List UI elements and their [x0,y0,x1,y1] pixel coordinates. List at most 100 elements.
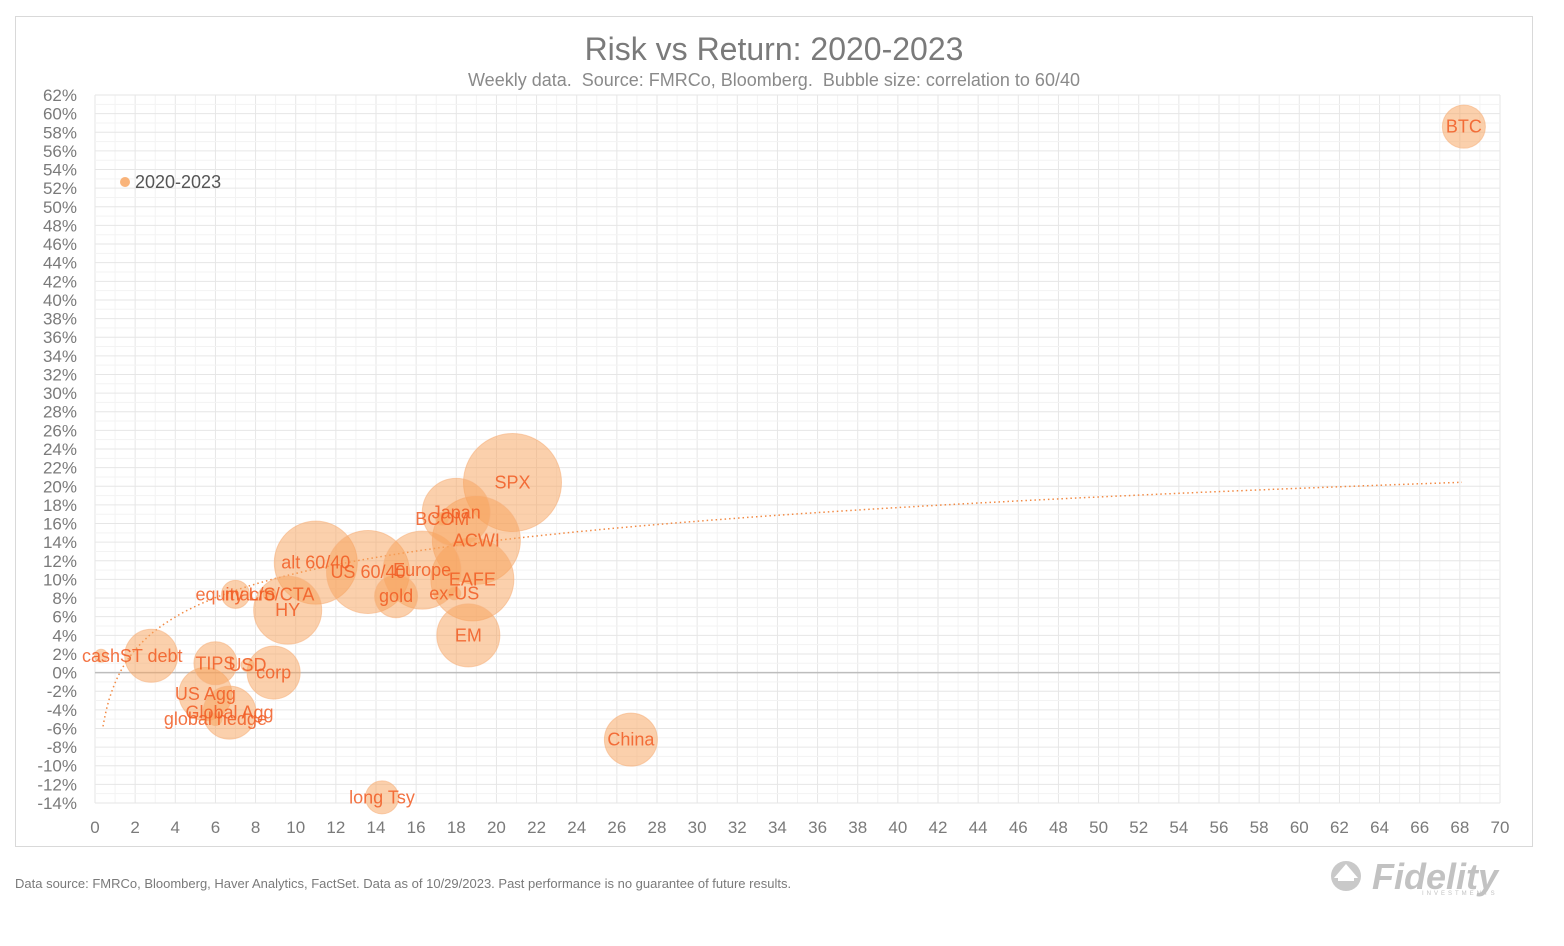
bubble-label-equity-l-s: equity L/S [195,584,275,604]
x-tick-label: 12 [326,818,345,837]
x-tick-label: 36 [808,818,827,837]
y-tick-label: -6% [47,719,77,738]
x-tick-label: 32 [728,818,747,837]
bubble-label-us-agg: US Agg [175,684,236,704]
bubble-label-st-debt: ST debt [120,646,183,666]
y-tick-label: 38% [43,310,77,329]
x-tick-label: 44 [969,818,988,837]
y-tick-label: -8% [47,738,77,757]
y-tick-label: 34% [43,347,77,366]
bubble-label-gold: gold [379,586,413,606]
x-tick-label: 62 [1330,818,1349,837]
y-tick-label: 32% [43,365,77,384]
x-tick-label: 2 [130,818,139,837]
y-tick-label: 40% [43,291,77,310]
y-tick-label: 16% [43,515,77,534]
x-tick-label: 38 [848,818,867,837]
legend: 2020-2023 [120,172,221,192]
legend-label: 2020-2023 [135,172,221,192]
x-tick-label: 14 [367,818,386,837]
x-tick-label: 26 [607,818,626,837]
y-tick-label: 2% [52,645,77,664]
y-tick-label: 8% [52,589,77,608]
bubble-label-spx: SPX [494,473,530,493]
fidelity-logo: Fidelity INVESTMENTS [1322,852,1536,900]
x-tick-label: 68 [1450,818,1469,837]
x-tick-label: 54 [1169,818,1188,837]
chart-title: Risk vs Return: 2020-2023 [585,31,964,67]
bubble-global-hedge [208,712,223,727]
bubble-label-usd: USD [229,655,267,675]
y-tick-label: 48% [43,216,77,235]
bubble-label-europe: Europe [393,560,451,580]
bubble-label-long-tsy: long Tsy [349,787,415,807]
bubble-st-debt [124,628,179,683]
x-tick-label: 70 [1491,818,1510,837]
y-tick-label: -12% [37,775,77,794]
y-tick-label: 6% [52,608,77,627]
y-tick-label: -14% [37,794,77,813]
bubble-equity-l-s [221,579,250,609]
fidelity-logo-mark-icon [1331,861,1361,891]
y-tick-label: 24% [43,440,77,459]
x-tick-label: 8 [251,818,260,837]
y-tick-label: 62% [43,86,77,105]
bubble-em [436,603,501,668]
bubble-label-eafe: EAFE [449,569,496,589]
y-tick-label: 30% [43,384,77,403]
y-tick-label: -4% [47,701,77,720]
x-tick-label: 0 [90,818,99,837]
y-tick-label: -2% [47,682,77,701]
y-tick-label: 52% [43,179,77,198]
x-tick-label: 28 [648,818,667,837]
y-tick-label: 60% [43,105,77,124]
footnote: Data source: FMRCo, Bloomberg, Haver Ana… [15,876,792,891]
x-tick-label: 48 [1049,818,1068,837]
y-tick-label: 12% [43,552,77,571]
x-tick-label: 52 [1129,818,1148,837]
x-tick-label: 6 [211,818,220,837]
x-tick-label: 56 [1210,818,1229,837]
y-tick-label: 18% [43,496,77,515]
bubble-macro-cta [262,587,277,602]
chart-subtitle: Weekly data. Source: FMRCo, Bloomberg. B… [468,70,1080,90]
y-tick-label: 20% [43,477,77,496]
bubble-japan [421,477,491,547]
bubble-label-china: China [607,730,655,750]
legend-marker [120,177,130,187]
y-tick-label: 28% [43,403,77,422]
bubble-label-corp: corp [256,663,291,683]
x-tick-label: 64 [1370,818,1389,837]
bubble-label-acwi: ACWI [453,530,500,550]
x-tick-label: 40 [888,818,907,837]
x-tick-label: 18 [447,818,466,837]
fidelity-logo-subtext: INVESTMENTS [1422,891,1498,897]
bubble-cash [94,648,109,663]
bubble-btc [1441,104,1486,149]
y-tick-label: 44% [43,254,77,273]
bubble-label-global-agg: Global Agg [185,703,273,723]
bubble-label-macro-cta: macro/CTA [225,584,315,604]
bubble-usd [240,658,255,673]
bubble-tips [193,641,238,686]
x-tick-label: 4 [171,818,180,837]
bubble-label-japan: Japan [432,502,481,522]
bubble-label-bcom: BCOM [415,509,469,529]
x-tick-label: 34 [768,818,787,837]
x-tick-label: 16 [407,818,426,837]
y-tick-label: 0% [52,664,77,683]
y-tick-label: 36% [43,328,77,347]
y-tick-label: 56% [43,142,77,161]
bubble-gold [374,574,419,619]
y-tick-label: 14% [43,533,77,552]
x-tick-label: 30 [688,818,707,837]
y-tick-label: 50% [43,198,77,217]
y-tick-label: 58% [43,123,77,142]
bubble-bcom [435,511,450,526]
y-tick-label: 26% [43,421,77,440]
x-tick-label: 60 [1290,818,1309,837]
bubble-label-tips: TIPS [195,653,235,673]
x-tick-label: 22 [527,818,546,837]
bubble-corp [246,645,301,700]
